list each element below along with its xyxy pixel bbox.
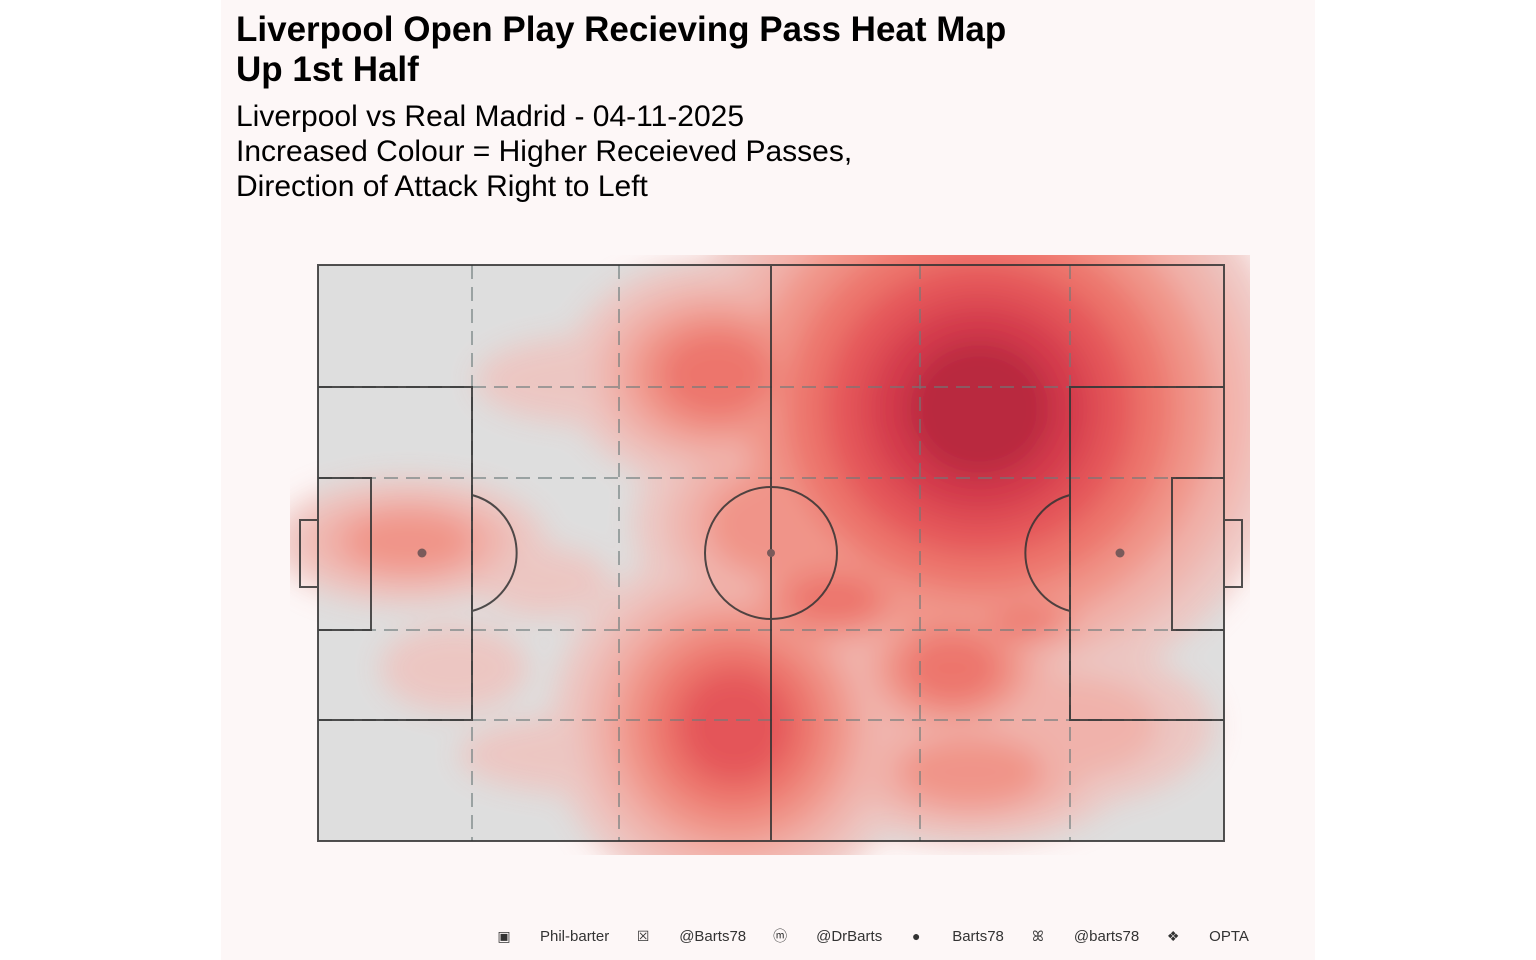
- chart-subtitle: Liverpool vs Real Madrid - 04-11-2025 In…: [236, 99, 852, 204]
- heat-contour-level-1: [380, 625, 528, 712]
- heat-contour-level-5: [677, 669, 792, 782]
- dropbox-icon[interactable]: ❖: [1166, 927, 1180, 944]
- chart-title: Liverpool Open Play Recieving Pass Heat …: [236, 10, 1007, 89]
- footer-text: OPTA: [1209, 927, 1249, 945]
- footer-text: @barts78: [1073, 927, 1140, 945]
- heat-layer: [290, 255, 1250, 855]
- github-icon[interactable]: ●: [911, 928, 921, 944]
- mastodon-icon[interactable]: ⓜ: [773, 928, 788, 944]
- subtitle-line: Liverpool vs Real Madrid - 04-11-2025: [236, 100, 745, 133]
- footer-text: @DrBarts: [816, 927, 883, 945]
- subtitle-line: Direction of Attack Right to Left: [236, 170, 648, 203]
- heat-contour-level-3: [343, 511, 474, 572]
- x-twitter-icon[interactable]: ☒: [636, 927, 650, 944]
- footer-text: @Barts78: [679, 927, 747, 945]
- linkedin-icon[interactable]: ▣: [497, 927, 511, 944]
- footer-text: Barts78: [952, 927, 1004, 945]
- centre-spot: [767, 549, 775, 557]
- heat-contour-level-7: [905, 339, 1053, 479]
- penalty-spot: [1115, 548, 1125, 558]
- heat-contour-level-4: [903, 633, 1002, 703]
- heat-contour-level-4: [659, 331, 774, 418]
- footer-credits: ▣ Phil-barter ☒ @Barts78 ⓜ @DrBarts ● Barts7…: [496, 926, 1275, 946]
- bluesky-butterfly-icon[interactable]: ꕤ: [1032, 927, 1044, 944]
- footer-text: Phil-barter: [540, 927, 610, 945]
- heat-contour-level-4: [785, 573, 884, 626]
- heat-contour-level-3: [896, 737, 1044, 807]
- penalty-spot: [417, 548, 427, 558]
- subtitle-line: Increased Colour = Higher Receieved Pass…: [236, 135, 853, 168]
- heat-contour-level-4: [992, 609, 1058, 636]
